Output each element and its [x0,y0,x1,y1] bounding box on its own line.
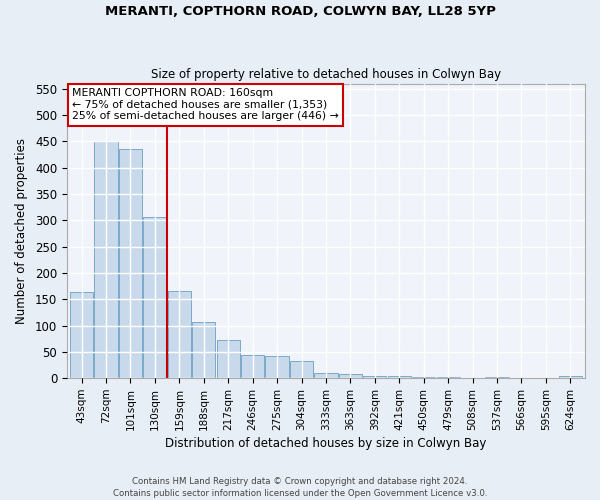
Bar [363,376,386,378]
Bar [94,142,118,378]
Bar [119,150,142,378]
Bar [265,356,289,378]
Bar [388,376,411,378]
Bar [339,374,362,378]
Y-axis label: Number of detached properties: Number of detached properties [15,138,28,324]
Bar [192,322,215,378]
Bar [70,292,93,378]
Bar [559,376,582,378]
Title: Size of property relative to detached houses in Colwyn Bay: Size of property relative to detached ho… [151,68,501,81]
Bar [290,362,313,378]
Bar [485,377,509,378]
Text: MERANTI, COPTHORN ROAD, COLWYN BAY, LL28 5YP: MERANTI, COPTHORN ROAD, COLWYN BAY, LL28… [104,5,496,18]
Bar [437,377,460,378]
Bar [143,216,167,378]
Bar [241,355,264,378]
X-axis label: Distribution of detached houses by size in Colwyn Bay: Distribution of detached houses by size … [165,437,487,450]
Bar [217,340,240,378]
Text: MERANTI COPTHORN ROAD: 160sqm
← 75% of detached houses are smaller (1,353)
25% o: MERANTI COPTHORN ROAD: 160sqm ← 75% of d… [72,88,339,121]
Bar [168,292,191,378]
Text: Contains HM Land Registry data © Crown copyright and database right 2024.
Contai: Contains HM Land Registry data © Crown c… [113,476,487,498]
Bar [412,377,436,378]
Bar [314,373,338,378]
